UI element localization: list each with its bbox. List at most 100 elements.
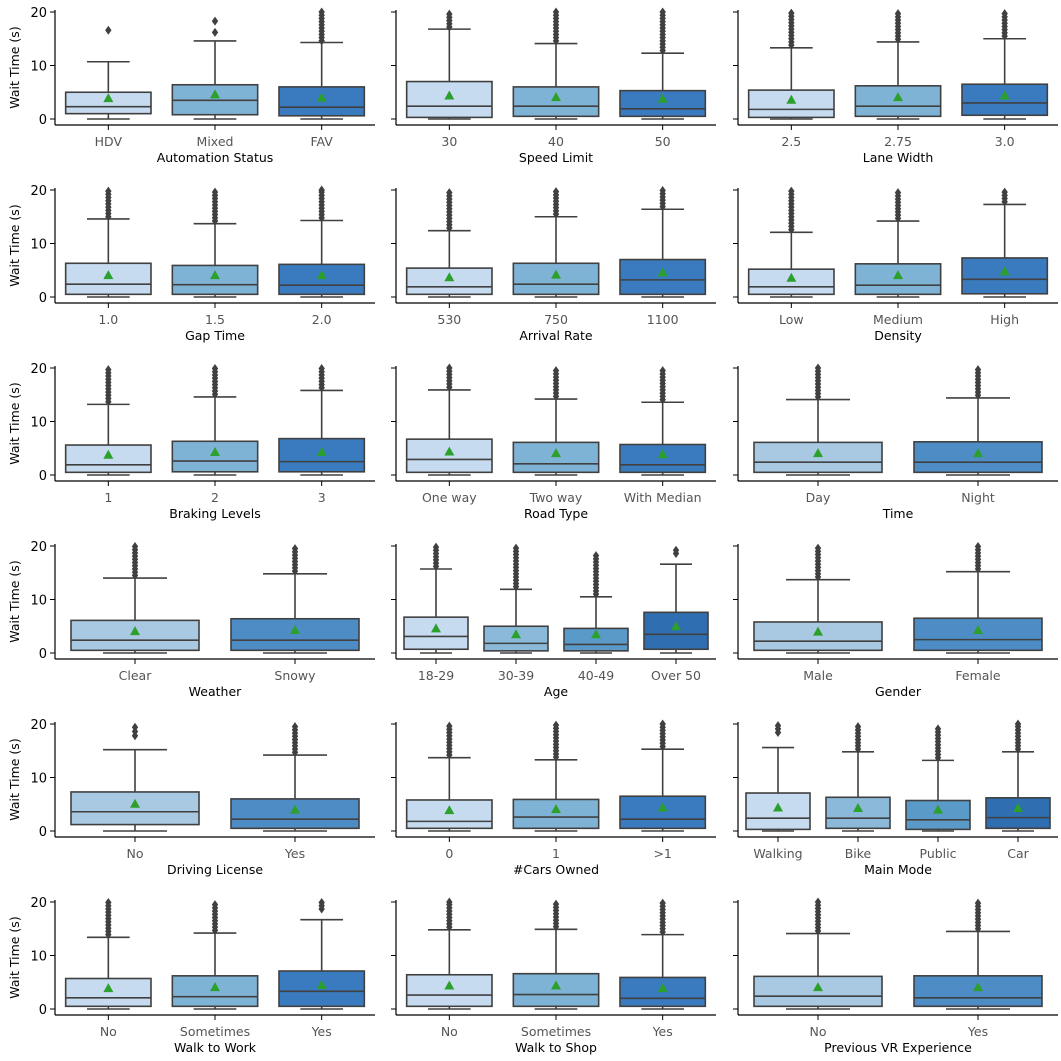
- iqr-box: [619, 795, 707, 830]
- outlier-point: [659, 719, 666, 729]
- box-750: 750: [512, 187, 600, 327]
- x-axis-label: Braking Levels: [169, 506, 260, 521]
- iqr-box: [405, 438, 493, 474]
- box-3-0: 3.0: [961, 9, 1049, 149]
- y-axis-label: Wait Time (s): [7, 916, 22, 998]
- x-axis-label: Previous VR Experience: [824, 1040, 972, 1055]
- iqr-box: [854, 85, 942, 118]
- mean-marker: [591, 629, 601, 639]
- outlier-point: [291, 544, 299, 554]
- iqr-box: [961, 83, 1049, 117]
- outlier-point: [446, 897, 453, 907]
- x-axis-label: Gap Time: [185, 328, 245, 343]
- y-axis-label: Wait Time (s): [7, 738, 22, 820]
- outlier-point: [552, 7, 560, 17]
- x-axis-label: Road Type: [524, 506, 588, 521]
- outlier-point: [788, 8, 795, 18]
- x-tick-label: No: [810, 1024, 827, 1039]
- outlier-point: [446, 721, 453, 731]
- iqr-box: [753, 975, 883, 1008]
- iqr-box: [961, 257, 1049, 295]
- y-tick-label: 10: [30, 238, 47, 253]
- mean-marker: [551, 92, 561, 102]
- boxplot-panel: 0 10 20 Wait Time (s) No Sometimes Yes Walk to …: [7, 896, 375, 1055]
- iqr-box: [405, 973, 493, 1008]
- outlier-point: [974, 542, 982, 552]
- x-tick-label: 1.0: [98, 312, 118, 327]
- mean-marker: [444, 272, 455, 282]
- y-tick-label: 10: [30, 416, 47, 431]
- box-sometimes: Sometimes: [171, 900, 259, 1039]
- y-tick-label: 20: [30, 362, 47, 377]
- outlier-point: [446, 363, 453, 373]
- x-tick-label: Walking: [753, 846, 802, 861]
- x-axis-label: Arrival Rate: [519, 328, 593, 343]
- mean-marker: [511, 629, 521, 639]
- x-tick-label: Male: [803, 668, 833, 683]
- box-fav: FAV: [278, 7, 366, 149]
- x-tick-label: No: [441, 1024, 458, 1039]
- x-tick-label: With Median: [624, 490, 702, 505]
- outlier-point: [211, 364, 219, 374]
- y-tick-label: 10: [30, 60, 47, 75]
- iqr-box: [403, 616, 469, 651]
- outlier-point: [592, 551, 600, 561]
- outlier-point: [446, 9, 453, 19]
- mean-marker: [103, 93, 114, 103]
- x-tick-label: 40: [548, 134, 564, 149]
- box-50: 50: [619, 7, 707, 149]
- iqr-box: [512, 972, 600, 1008]
- outlier-point: [318, 7, 325, 17]
- x-tick-label: No: [100, 1024, 117, 1039]
- boxplot-panel: 0 10 20 Wait Time (s) No Yes Driving License: [7, 718, 375, 877]
- x-tick-label: 18-29: [418, 668, 454, 683]
- mean-marker: [316, 270, 327, 280]
- x-tick-label: 2: [211, 490, 219, 505]
- mean-marker: [671, 621, 681, 631]
- iqr-box: [230, 617, 360, 652]
- outlier-point: [1014, 719, 1022, 729]
- y-tick-label: 10: [30, 950, 47, 965]
- box-40-49: 40-49: [563, 551, 629, 683]
- x-axis-label: Walk to Work: [174, 1040, 257, 1055]
- mean-marker: [551, 448, 561, 458]
- outlier-point: [788, 186, 795, 196]
- x-tick-label: Mixed: [197, 134, 234, 149]
- outlier-point: [659, 186, 666, 196]
- outlier-point: [659, 898, 666, 908]
- mean-marker: [103, 270, 114, 280]
- mean-marker: [786, 94, 797, 104]
- x-axis-label: Driving License: [167, 862, 263, 877]
- box-3: 3: [278, 364, 366, 505]
- x-axis-label: Gender: [875, 684, 922, 699]
- mean-marker: [444, 805, 455, 815]
- boxplot-panel: 30 40 50 Speed Limit: [391, 7, 716, 165]
- x-tick-label: 1.5: [205, 312, 225, 327]
- outlier-point: [211, 16, 219, 26]
- x-tick-label: FAV: [310, 134, 333, 149]
- y-tick-label: 20: [30, 184, 47, 199]
- x-axis-label: Age: [544, 684, 568, 699]
- boxplot-panel: 2.5 2.75 3.0 Lane Width: [733, 8, 1058, 165]
- mean-marker: [657, 267, 668, 277]
- box-two-way: Two way: [512, 366, 600, 505]
- iqr-box: [64, 91, 152, 115]
- iqr-box: [512, 86, 600, 118]
- box-530: 530: [405, 188, 493, 327]
- x-tick-label: No: [127, 846, 144, 861]
- outlier-point: [1001, 187, 1008, 197]
- x-tick-label: Night: [961, 490, 995, 505]
- mean-marker: [431, 623, 441, 633]
- mean-marker: [973, 448, 983, 458]
- iqr-box: [512, 262, 600, 296]
- mean-marker: [973, 625, 983, 635]
- outlier-point: [291, 722, 299, 732]
- box-yes: Yes: [913, 898, 1043, 1039]
- mean-marker: [103, 449, 114, 459]
- mean-marker: [290, 804, 300, 814]
- box-yes: Yes: [278, 898, 366, 1039]
- box-sometimes: Sometimes: [512, 899, 600, 1039]
- outlier-point: [131, 722, 139, 732]
- outlier-point: [774, 721, 782, 731]
- iqr-box: [70, 791, 200, 826]
